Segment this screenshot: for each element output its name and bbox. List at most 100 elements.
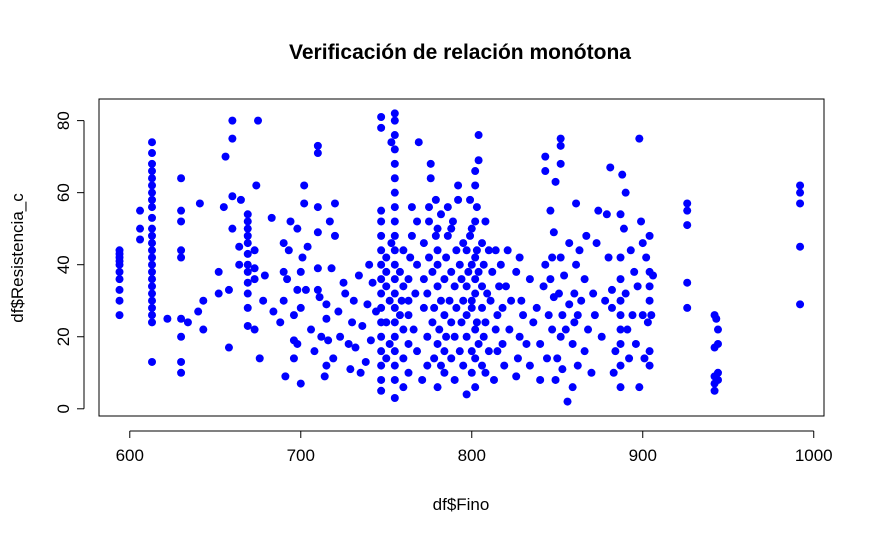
data-point	[390, 275, 399, 284]
data-point	[572, 199, 581, 208]
data-point	[177, 357, 186, 366]
data-point	[471, 275, 480, 284]
data-point	[255, 354, 264, 363]
data-point	[445, 296, 454, 305]
data-point	[423, 361, 432, 370]
data-point	[713, 339, 722, 348]
data-point	[471, 217, 480, 226]
data-point	[390, 203, 399, 212]
data-point	[419, 275, 428, 284]
data-points	[115, 109, 805, 406]
data-point	[616, 383, 625, 392]
data-point	[604, 253, 613, 262]
data-point	[442, 253, 451, 262]
data-point	[472, 203, 481, 212]
data-point	[435, 325, 444, 334]
data-point	[330, 231, 339, 240]
data-point	[556, 332, 565, 341]
data-point	[377, 217, 386, 226]
data-point	[320, 372, 329, 381]
data-point	[296, 379, 305, 388]
data-point	[300, 181, 309, 190]
data-point	[431, 195, 440, 204]
data-point	[645, 231, 654, 240]
data-point	[269, 307, 278, 316]
data-point	[519, 311, 528, 320]
data-point	[199, 296, 208, 305]
data-point	[329, 354, 338, 363]
data-point	[616, 296, 625, 305]
data-point	[428, 318, 437, 327]
data-point	[796, 199, 805, 208]
data-point	[368, 278, 377, 287]
data-point	[643, 318, 652, 327]
data-point	[148, 167, 157, 176]
data-point	[442, 332, 451, 341]
data-point	[541, 152, 550, 161]
x-tick-label: 700	[287, 446, 315, 465]
data-point	[313, 264, 322, 273]
data-point	[390, 289, 399, 298]
data-point	[390, 159, 399, 168]
data-point	[450, 375, 459, 384]
data-point	[472, 246, 481, 255]
data-point	[341, 289, 350, 298]
data-point	[163, 314, 172, 323]
data-point	[148, 311, 157, 320]
data-point	[322, 361, 331, 370]
data-point	[683, 199, 692, 208]
data-point	[349, 296, 358, 305]
data-point	[177, 332, 186, 341]
data-point	[281, 372, 290, 381]
data-point	[594, 206, 603, 215]
data-point	[365, 260, 374, 269]
data-point	[348, 318, 357, 327]
data-point	[406, 253, 415, 262]
data-point	[377, 361, 386, 370]
data-point	[440, 347, 449, 356]
data-point	[454, 195, 463, 204]
data-point	[390, 361, 399, 370]
data-point	[354, 271, 363, 280]
data-point	[390, 145, 399, 154]
data-point	[796, 242, 805, 251]
data-point	[382, 253, 391, 262]
data-point	[322, 314, 331, 323]
data-point	[462, 390, 471, 399]
data-point	[148, 239, 157, 248]
data-point	[243, 210, 252, 219]
data-point	[474, 339, 483, 348]
data-point	[148, 260, 157, 269]
data-point	[289, 354, 298, 363]
data-point	[455, 260, 464, 269]
data-point	[645, 347, 654, 356]
data-point	[235, 260, 244, 269]
data-point	[647, 311, 656, 320]
data-point	[310, 347, 319, 356]
data-point	[433, 260, 442, 269]
data-point	[454, 181, 463, 190]
data-point	[536, 375, 545, 384]
data-point	[252, 181, 261, 190]
data-point	[330, 199, 339, 208]
data-point	[631, 339, 640, 348]
data-point	[529, 318, 538, 327]
data-point	[177, 217, 186, 226]
data-point	[565, 239, 574, 248]
data-point	[390, 318, 399, 327]
data-point	[377, 332, 386, 341]
data-point	[399, 383, 408, 392]
data-point	[228, 192, 237, 201]
data-point	[426, 174, 435, 183]
data-point	[597, 332, 606, 341]
data-point	[474, 156, 483, 165]
data-point	[601, 296, 610, 305]
data-point	[580, 347, 589, 356]
data-point	[377, 123, 386, 132]
data-point	[243, 231, 252, 240]
data-point	[493, 311, 502, 320]
data-point	[479, 332, 488, 341]
data-point	[377, 260, 386, 269]
data-point	[407, 203, 416, 212]
data-point	[413, 260, 422, 269]
